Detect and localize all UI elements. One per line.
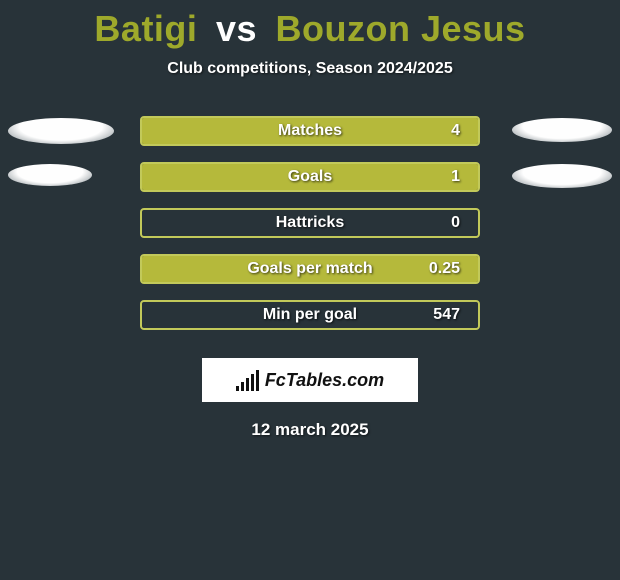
player2-ellipse-icon xyxy=(512,118,612,142)
player1-ellipse-icon xyxy=(8,118,114,144)
stat-bar-track xyxy=(140,254,480,284)
comparison-title: Batigi vs Bouzon Jesus xyxy=(0,0,620,50)
stat-row: Matches4 xyxy=(0,110,620,156)
player1-name: Batigi xyxy=(94,8,197,49)
stat-bar-fill xyxy=(142,118,478,144)
player2-name: Bouzon Jesus xyxy=(276,8,526,49)
stat-bar-track xyxy=(140,162,480,192)
stat-bar-fill xyxy=(142,164,478,190)
logo-bars-icon xyxy=(236,369,259,391)
stat-row: Goals per match0.25 xyxy=(0,248,620,294)
stat-bar-fill xyxy=(142,256,478,282)
stat-row: Hattricks0 xyxy=(0,202,620,248)
player1-ellipse-icon xyxy=(8,164,92,186)
title-vs: vs xyxy=(216,8,257,49)
subtitle: Club competitions, Season 2024/2025 xyxy=(0,60,620,78)
stat-bar-track xyxy=(140,300,480,330)
stat-row: Goals1 xyxy=(0,156,620,202)
stats-container: Matches4Goals1Hattricks0Goals per match0… xyxy=(0,110,620,340)
fctables-logo: FcTables.com xyxy=(202,358,418,402)
stat-row: Min per goal547 xyxy=(0,294,620,340)
stat-bar-track xyxy=(140,208,480,238)
logo-text: FcTables.com xyxy=(265,370,384,391)
stat-bar-track xyxy=(140,116,480,146)
date-label: 12 march 2025 xyxy=(0,420,620,440)
player2-ellipse-icon xyxy=(512,164,612,188)
